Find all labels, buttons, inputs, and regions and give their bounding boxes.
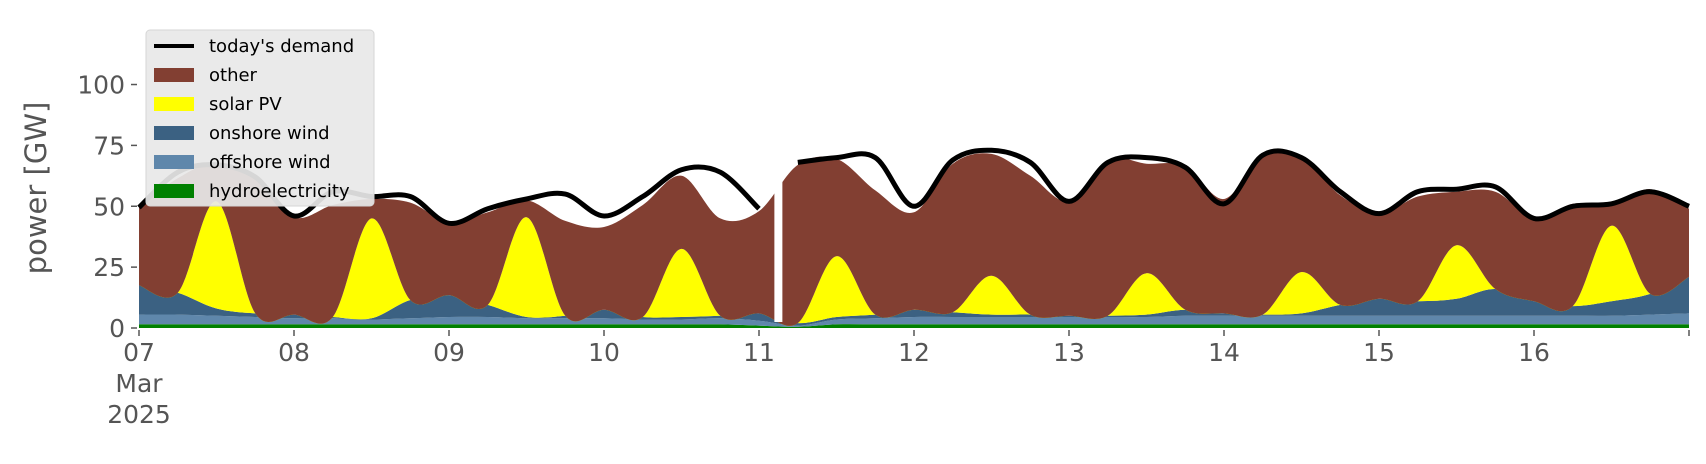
data-gap (774, 48, 783, 322)
x-tick-label: 10 (588, 338, 620, 367)
area-onshore-wind (139, 276, 1689, 326)
x-tick-label: 14 (1208, 338, 1240, 367)
legend-swatch-other (154, 68, 194, 82)
x-tick-label: 11 (743, 338, 775, 367)
y-tick-label: 25 (93, 253, 125, 282)
legend-label-onshore-wind: onshore wind (209, 123, 330, 144)
x-tick-label: 12 (898, 338, 930, 367)
y-axis-label: power [GW] (19, 102, 53, 275)
x-tick-label: 16 (1518, 338, 1550, 367)
legend-swatch-solar-pv (154, 97, 194, 111)
demand-line-part-2 (797, 147, 1690, 222)
y-tick-label: 100 (77, 71, 125, 100)
legend-swatch-hydroelectricity (154, 184, 194, 198)
legend-label-today-s-demand: today's demand (209, 36, 354, 57)
legend-swatch-onshore-wind (154, 126, 194, 140)
legend-label-hydroelectricity: hydroelectricity (209, 181, 350, 202)
legend-label-offshore-wind: offshore wind (209, 152, 331, 173)
x-tick-label: Mar (115, 369, 163, 398)
legend-label-solar-pv: solar PV (209, 94, 282, 115)
area-hydroelectricity (139, 324, 1689, 328)
x-tick-label: 13 (1053, 338, 1085, 367)
legend-label-other: other (209, 65, 258, 86)
legend-swatch-offshore-wind (154, 155, 194, 169)
x-tick-label: 2025 (107, 400, 171, 429)
x-tick-label: 07 (123, 338, 155, 367)
y-tick-label: 0 (109, 314, 125, 343)
area-solar-pv (139, 201, 1689, 326)
y-tick-label: 75 (93, 131, 125, 160)
x-tick-label: 15 (1363, 338, 1395, 367)
x-tick-label: 09 (433, 338, 465, 367)
x-tick-label: 08 (278, 338, 310, 367)
area-other (139, 151, 1689, 326)
area-offshore-wind (139, 313, 1689, 327)
legend-box (145, 29, 375, 207)
y-tick-label: 50 (93, 192, 125, 221)
